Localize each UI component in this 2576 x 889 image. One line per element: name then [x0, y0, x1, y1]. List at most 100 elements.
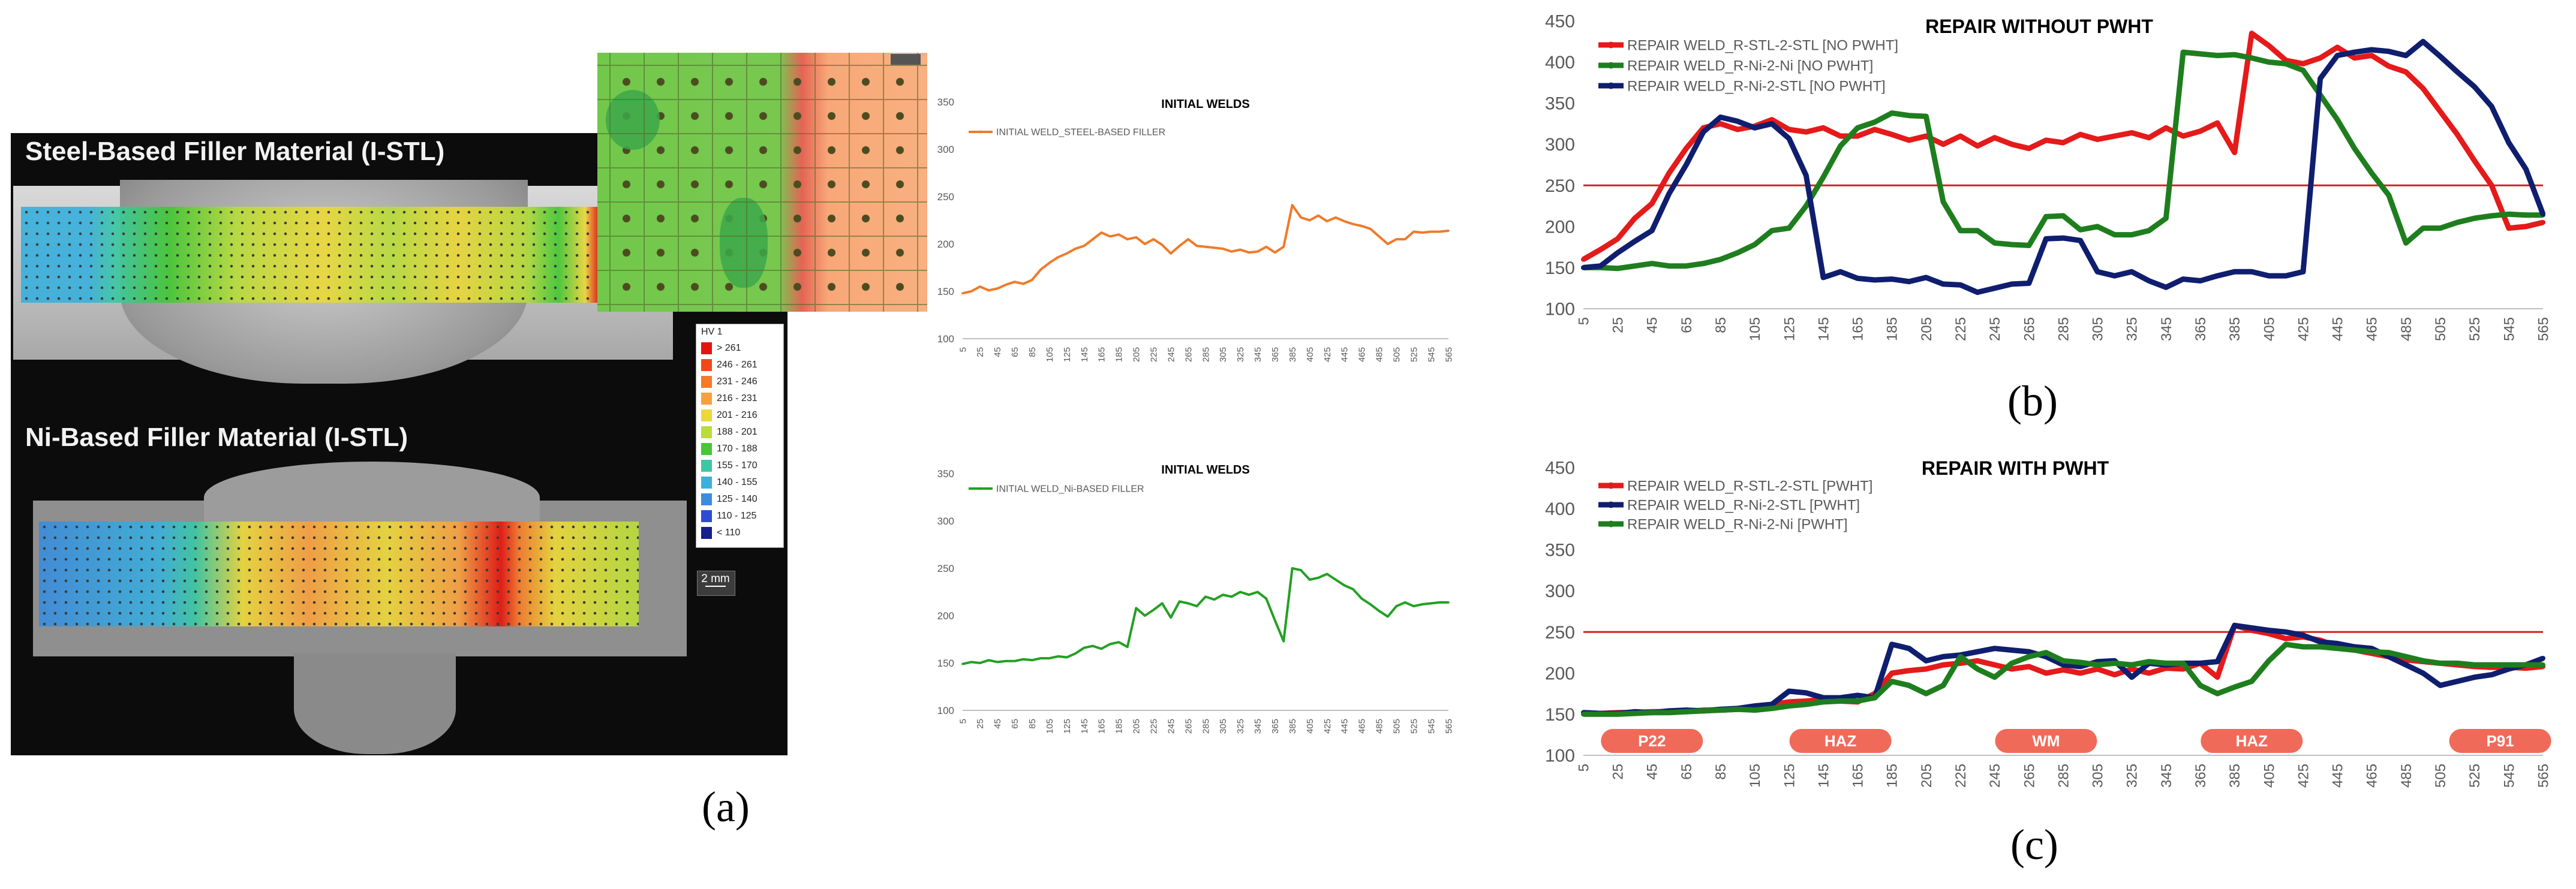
data-point	[1135, 607, 1138, 610]
hv-legend-swatch	[701, 493, 712, 505]
data-point	[2472, 662, 2477, 668]
data-point	[1100, 647, 1103, 650]
data-point	[1666, 263, 1672, 269]
data-point	[1300, 216, 1302, 219]
data-point	[2437, 683, 2443, 688]
data-point	[2455, 219, 2460, 225]
data-point	[1291, 567, 1294, 569]
data-point	[2437, 53, 2443, 59]
data-point	[2489, 672, 2494, 677]
data-point	[2369, 649, 2374, 655]
x-tick-label: 505	[1391, 719, 1402, 734]
data-point	[1022, 282, 1025, 285]
x-tick-label: 285	[2055, 317, 2072, 341]
data-point	[2078, 670, 2083, 676]
data-point	[1975, 143, 1980, 149]
x-tick-label: 245	[1987, 317, 2003, 341]
data-point	[1975, 658, 1980, 664]
data-point	[1273, 251, 1276, 254]
data-point	[1684, 162, 1689, 168]
y-tick-label: 250	[937, 191, 954, 203]
data-point	[1666, 191, 1672, 197]
x-tick-label: 565	[2535, 764, 2551, 788]
data-point	[1803, 203, 1809, 209]
data-point	[2163, 285, 2169, 290]
x-tick-label: 105	[1747, 317, 1763, 341]
data-point	[1975, 228, 1980, 233]
data-point	[1940, 662, 1946, 668]
data-point	[1940, 683, 1946, 688]
data-point	[1109, 643, 1111, 646]
y-tick-label: 150	[1545, 258, 1575, 278]
data-point	[1083, 646, 1086, 649]
hv-legend-row: 246 - 261	[701, 358, 779, 372]
data-point	[2198, 683, 2203, 688]
hv-legend-label: 201 - 216	[717, 410, 758, 420]
x-tick-label: 485	[1375, 347, 1385, 362]
data-point	[2078, 659, 2083, 665]
data-point	[1820, 174, 1826, 180]
data-point	[1632, 263, 1637, 269]
data-point	[1718, 257, 1723, 262]
data-point	[1030, 659, 1033, 662]
data-point	[1039, 657, 1042, 659]
data-point	[996, 287, 999, 290]
x-tick-label: 285	[2055, 764, 2072, 788]
data-point	[2060, 667, 2066, 673]
data-point	[1013, 660, 1016, 662]
data-point	[1649, 201, 1655, 206]
data-point	[2198, 128, 2203, 134]
data-point	[2232, 150, 2237, 155]
data-point	[2283, 61, 2289, 67]
x-tick-label: 425	[1322, 347, 1333, 362]
data-point	[2489, 662, 2494, 668]
steel-hardness-map	[21, 207, 693, 303]
x-tick-label: 185	[1114, 347, 1125, 362]
data-point	[2318, 55, 2323, 61]
x-tick-label: 385	[1288, 719, 1298, 734]
data-point	[1786, 225, 1792, 231]
data-point	[1958, 133, 1963, 139]
data-point	[1975, 666, 1980, 672]
data-point	[2026, 649, 2031, 655]
data-point	[1438, 601, 1441, 604]
data-point	[2129, 662, 2135, 668]
data-point	[1580, 265, 1586, 270]
data-point	[2403, 53, 2409, 58]
legend-marker	[1607, 520, 1615, 528]
series-line	[1583, 641, 2543, 717]
data-point	[1239, 248, 1242, 251]
x-tick-label: 385	[1288, 347, 1298, 362]
data-point	[1403, 601, 1406, 604]
data-point	[1940, 199, 1946, 204]
x-tick-label: 85	[1713, 764, 1729, 780]
data-point	[1786, 699, 1792, 704]
data-point	[1889, 276, 1895, 282]
data-point	[2146, 659, 2151, 664]
data-point	[2403, 240, 2409, 246]
data-point	[2455, 679, 2460, 684]
data-point	[2283, 636, 2289, 641]
zone-label: WM	[2032, 732, 2060, 750]
x-tick-label: 445	[1340, 719, 1350, 734]
x-tick-label: 185	[1884, 317, 1901, 341]
data-point	[1005, 660, 1008, 662]
x-tick-label: 185	[1114, 719, 1125, 734]
data-point	[2249, 625, 2255, 631]
data-point	[1161, 602, 1164, 605]
data-point	[1265, 597, 1268, 600]
hv-legend-row: 188 - 201	[701, 425, 779, 439]
zone-badge	[2449, 729, 2551, 753]
x-tick-label: 145	[1080, 347, 1090, 362]
legend-label: REPAIR WELD_R-Ni-2-Ni [PWHT]	[1627, 516, 1848, 532]
x-tick-label: 305	[2090, 317, 2106, 341]
data-point	[2352, 50, 2357, 55]
data-point	[2009, 647, 2015, 653]
data-point	[1718, 114, 1723, 120]
data-point	[2283, 641, 2289, 647]
data-point	[1048, 657, 1051, 659]
data-point	[2129, 269, 2135, 275]
data-point	[2523, 166, 2529, 171]
chart-title: REPAIR WITH PWHT	[1922, 457, 2109, 479]
x-tick-label: 225	[1953, 317, 1969, 341]
